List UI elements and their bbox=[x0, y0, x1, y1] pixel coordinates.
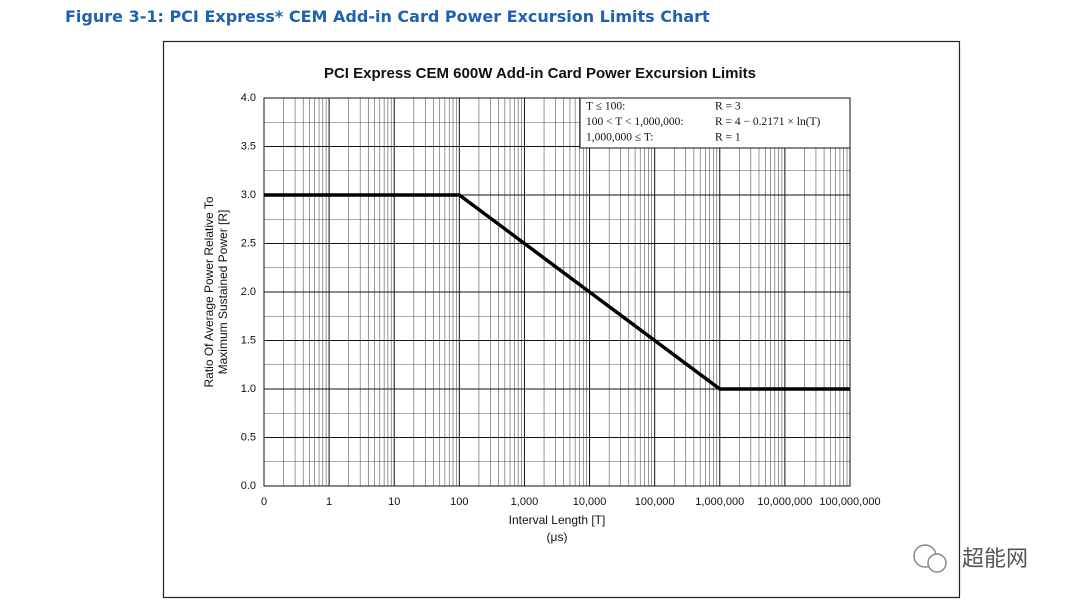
y-tick-label: 0.5 bbox=[241, 431, 256, 443]
y-axis-label: Ratio Of Average Power Relative To bbox=[202, 196, 216, 387]
y-tick-label: 1.0 bbox=[241, 383, 256, 395]
x-tick-label: 10 bbox=[388, 496, 400, 508]
annotation-text: 1,000,000 ≤ T: bbox=[586, 132, 654, 144]
x-tick-label: 0 bbox=[261, 496, 267, 508]
y-axis-label: Maximum Sustained Power [R] bbox=[216, 210, 230, 375]
y-tick-label: 2.5 bbox=[241, 237, 256, 249]
data-line bbox=[264, 193, 850, 391]
y-tick-label: 3.5 bbox=[241, 140, 256, 152]
figure-caption: Figure 3-1: PCI Express* CEM Add-in Card… bbox=[65, 7, 710, 26]
x-tick-label: 10,000 bbox=[573, 496, 607, 508]
x-axis-label: Interval Length [T] bbox=[509, 513, 606, 527]
annotation-text: R = 1 bbox=[715, 132, 741, 144]
x-tick-label: 100,000 bbox=[635, 496, 675, 508]
annotation-text: T ≤ 100: bbox=[586, 101, 625, 113]
x-tick-label: 1 bbox=[326, 496, 332, 508]
y-tick-label: 3.0 bbox=[241, 189, 256, 201]
y-tick-label: 2.0 bbox=[241, 286, 256, 298]
annotation-frame bbox=[579, 97, 851, 149]
annotation-text: R = 3 bbox=[715, 101, 741, 113]
watermark-text: 超能网 bbox=[962, 547, 1028, 572]
x-tick-label: 100 bbox=[450, 496, 468, 508]
chart-title: PCI Express CEM 600W Add-in Card Power E… bbox=[324, 65, 756, 82]
x-axis-label: (μs) bbox=[547, 530, 568, 544]
x-tick-label: 1,000,000 bbox=[695, 496, 744, 508]
y-tick-label: 1.5 bbox=[241, 334, 256, 346]
x-tick-label: 1,000 bbox=[511, 496, 539, 508]
x-tick-label: 100,000,000 bbox=[819, 496, 880, 508]
annotation-text: 100 < T < 1,000,000: bbox=[586, 116, 684, 128]
annotation-box: T ≤ 100: R = 3 100 < T < 1,000,000: R = 4 −… bbox=[579, 97, 851, 149]
watermark: 超能网 bbox=[913, 544, 1028, 573]
y-tick-label: 4.0 bbox=[241, 92, 256, 104]
x-tick-label: 10,000,000 bbox=[757, 496, 812, 508]
annotation-text: R = 4 − 0.2171 × ln(T) bbox=[715, 116, 821, 128]
plot-frame bbox=[263, 97, 851, 487]
y-tick-label: 0.0 bbox=[241, 480, 256, 492]
watermark-icon bbox=[927, 553, 947, 573]
